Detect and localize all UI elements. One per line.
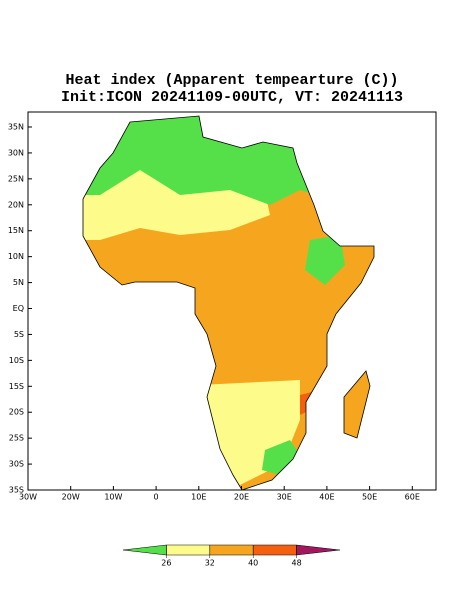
title: Heat index (Apparent tempearture (C)): [65, 72, 398, 89]
lon-label: 10W: [104, 493, 122, 502]
lon-label: 30E: [277, 493, 292, 502]
lat-label: 5S: [14, 330, 24, 339]
lon-label: 50E: [362, 493, 377, 502]
lat-label: 20S: [9, 408, 24, 417]
coastline: [82, 115, 375, 490]
lat-label: 35N: [8, 123, 24, 132]
colorbar-segment: [296, 544, 341, 556]
field-mild: [305, 235, 345, 285]
colorbar-segment: [252, 544, 297, 556]
lon-label: 60E: [405, 493, 420, 502]
lat-label: 30S: [9, 460, 24, 469]
lat-label: EQ: [13, 304, 24, 313]
colorbar-segment: [209, 544, 254, 556]
colorbar-segment: [122, 544, 167, 556]
lat-label: 25S: [9, 434, 24, 443]
colorbar-label: 32: [205, 559, 215, 568]
lat-label: 10N: [8, 252, 24, 261]
lon-label: 20E: [234, 493, 249, 502]
colorbar-segment: [166, 544, 211, 556]
lat-label: 35S: [9, 486, 24, 495]
lat-label: 20N: [8, 200, 24, 209]
lat-label: 15N: [8, 226, 24, 235]
lon-label: 40E: [319, 493, 334, 502]
madagascar: [344, 371, 370, 438]
lat-label: 25N: [8, 174, 24, 183]
lon-label: 10E: [191, 493, 206, 502]
lat-label: 5N: [13, 278, 24, 287]
colorbar-label: 26: [161, 559, 171, 568]
colorbar-label: 40: [248, 559, 258, 568]
lon-label: 30W: [19, 493, 37, 502]
subtitle: Init:ICON 20241109-00UTC, VT: 20241113: [61, 89, 403, 106]
coastline: [343, 370, 371, 439]
colorbar-label: 48: [292, 559, 302, 568]
lon-label: 20W: [62, 493, 80, 502]
lat-label: 10S: [9, 356, 24, 365]
lon-label: 0: [154, 493, 159, 502]
field-mild: [262, 440, 300, 475]
lat-label: 30N: [8, 148, 24, 157]
lat-label: 15S: [9, 382, 24, 391]
